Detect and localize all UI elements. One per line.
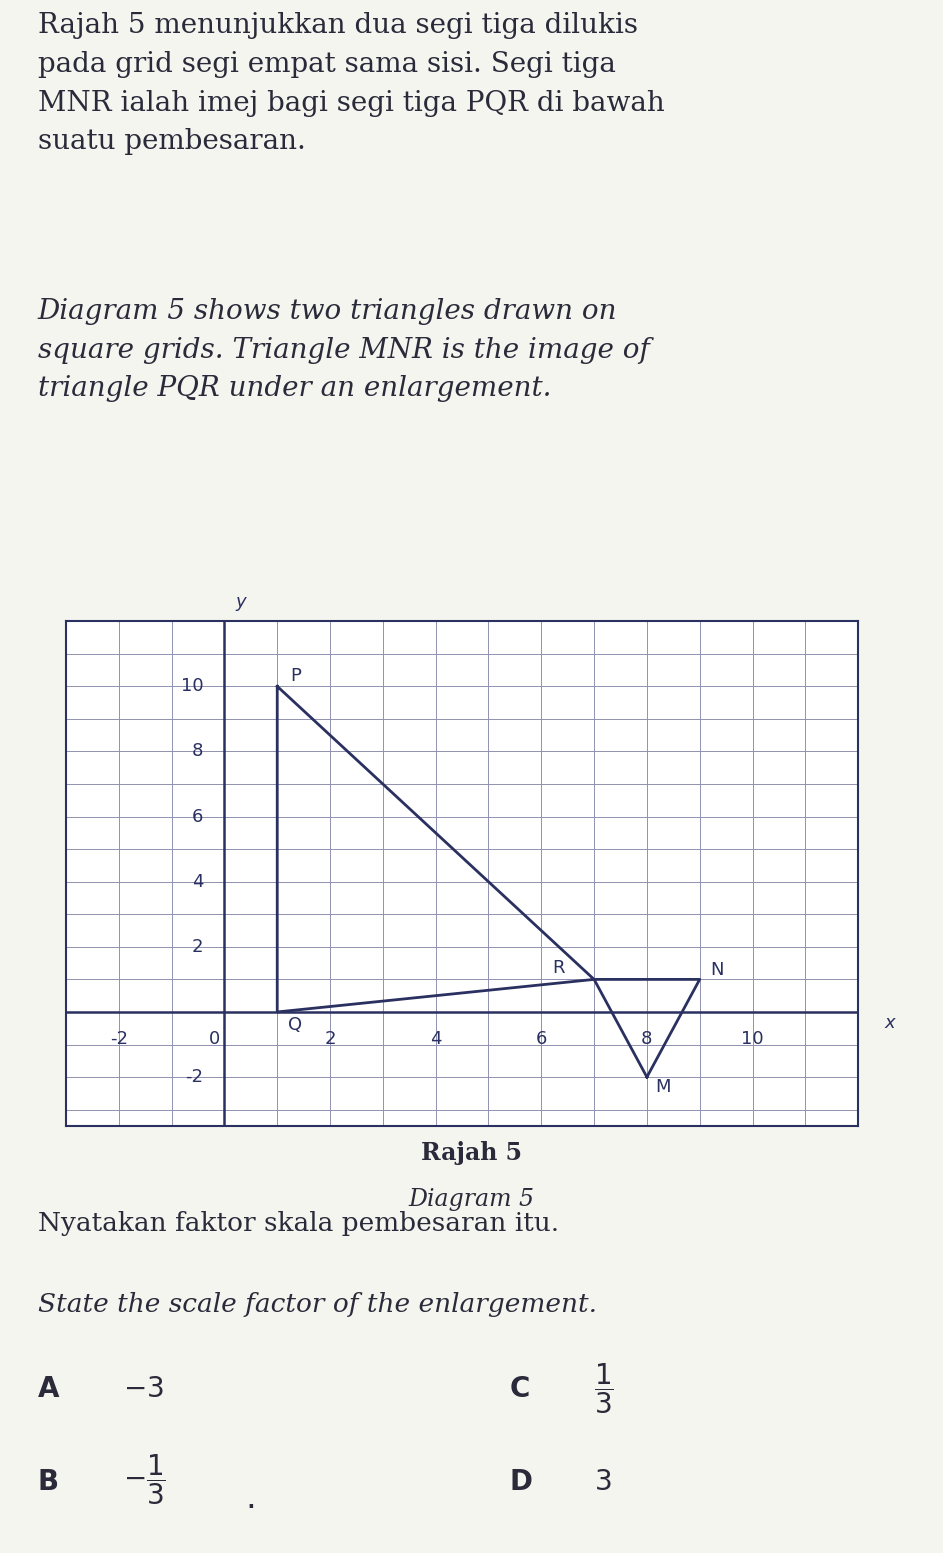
Text: $\dfrac{1}{3}$: $\dfrac{1}{3}$ xyxy=(594,1360,614,1416)
Text: 0: 0 xyxy=(209,1030,221,1048)
Text: 10: 10 xyxy=(181,677,204,696)
Text: State the scale factor of the enlargement.: State the scale factor of the enlargemen… xyxy=(38,1292,597,1317)
Text: Rajah 5: Rajah 5 xyxy=(421,1141,522,1165)
Text: -2: -2 xyxy=(186,1068,204,1086)
Text: R: R xyxy=(552,958,564,977)
Text: $3$: $3$ xyxy=(594,1468,612,1496)
Text: 2: 2 xyxy=(191,938,204,955)
Text: 8: 8 xyxy=(641,1030,653,1048)
Text: P: P xyxy=(290,668,302,685)
Text: 6: 6 xyxy=(192,808,204,826)
Text: 2: 2 xyxy=(324,1030,336,1048)
Text: 4: 4 xyxy=(191,873,204,891)
Text: 8: 8 xyxy=(192,742,204,761)
Text: 6: 6 xyxy=(536,1030,547,1048)
Text: $-\dfrac{1}{3}$: $-\dfrac{1}{3}$ xyxy=(123,1452,166,1506)
Text: $-3$: $-3$ xyxy=(123,1376,163,1404)
Text: B: B xyxy=(38,1468,58,1496)
Text: Diagram 5: Diagram 5 xyxy=(408,1188,535,1211)
Text: Rajah 5 menunjukkan dua segi tiga dilukis
pada grid segi empat sama sisi. Segi t: Rajah 5 menunjukkan dua segi tiga diluki… xyxy=(38,12,665,155)
Text: 10: 10 xyxy=(741,1030,764,1048)
Text: -2: -2 xyxy=(109,1030,128,1048)
Text: C: C xyxy=(509,1376,530,1404)
Text: 4: 4 xyxy=(430,1030,441,1048)
Text: M: M xyxy=(654,1078,670,1096)
Text: Diagram 5 shows two triangles drawn on
square grids. Triangle MNR is the image o: Diagram 5 shows two triangles drawn on s… xyxy=(38,298,650,402)
Text: y: y xyxy=(235,593,245,610)
Text: x: x xyxy=(885,1014,895,1033)
Text: A: A xyxy=(38,1376,59,1404)
Text: Nyatakan faktor skala pembesaran itu.: Nyatakan faktor skala pembesaran itu. xyxy=(38,1211,559,1236)
Text: D: D xyxy=(509,1468,532,1496)
Text: .: . xyxy=(245,1482,256,1516)
Text: Q: Q xyxy=(288,1016,302,1034)
Text: N: N xyxy=(710,960,724,978)
